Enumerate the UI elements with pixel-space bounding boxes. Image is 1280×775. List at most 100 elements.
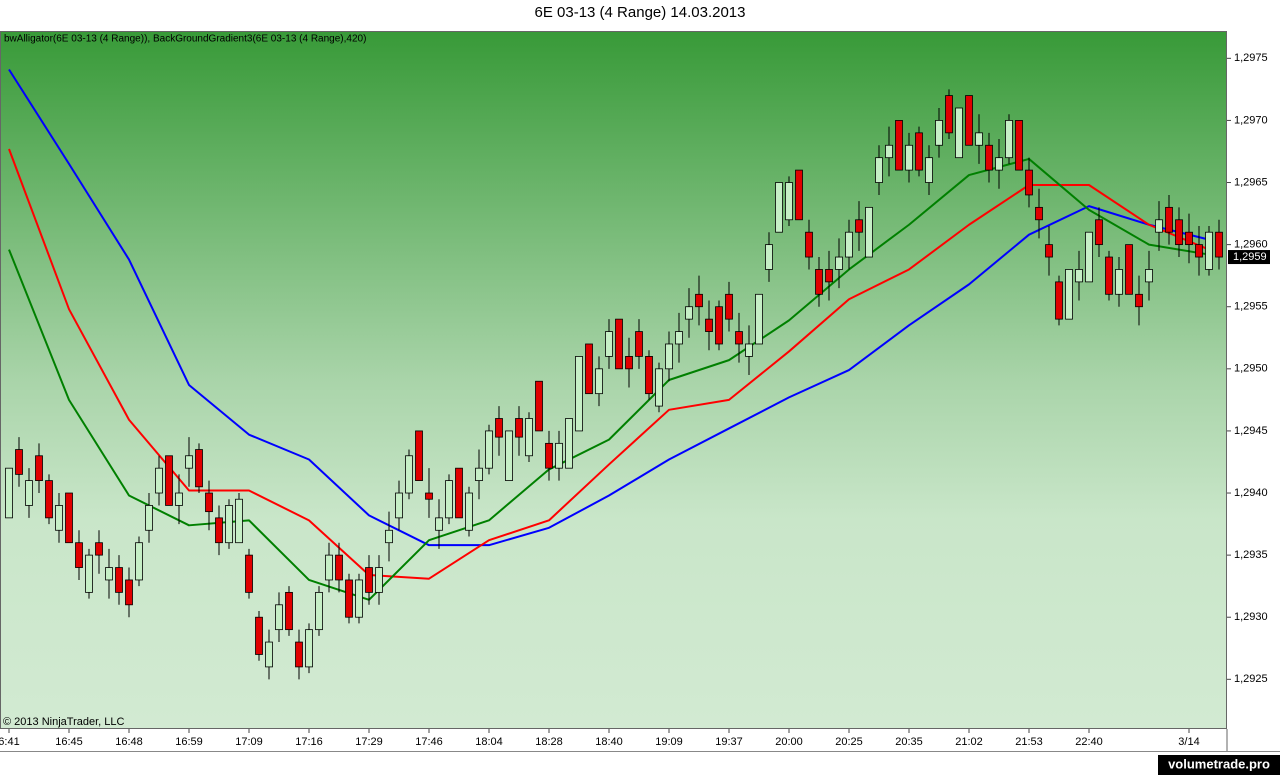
y-tick-label: 1,2950 [1234,363,1268,375]
candle-body [565,418,573,469]
candle-body [945,95,953,134]
candle-body [1055,281,1063,320]
candle-body [1175,219,1183,246]
candle-body [665,343,673,370]
candle-body [995,157,1003,171]
candle-body [465,492,473,531]
candle-body [765,244,773,270]
candle-body [1115,269,1123,295]
candle-body [115,567,123,593]
candle-body [1165,206,1173,233]
candle-body [585,343,593,395]
candle-body [25,480,33,506]
candle-body [195,449,203,488]
candle-body [825,269,833,283]
candle-body [795,169,803,221]
candle-body [325,554,333,581]
x-tick-label: 3/14 [1178,736,1199,748]
candle-body [365,567,373,593]
candle-body [895,120,903,171]
plot-layer [5,68,1223,680]
candle-body [15,449,23,475]
candle-body [1105,256,1113,295]
candle-body [105,567,113,581]
candle-body [215,517,223,544]
candle-body [275,604,283,631]
candle-body [635,331,643,357]
candle-body [335,554,343,581]
candle-body [265,641,273,668]
candle-body [955,107,963,159]
y-tick-label: 1,2940 [1234,487,1268,499]
candle-body [245,554,253,593]
candle-body [455,467,463,519]
candle-body [305,629,313,668]
y-tick-label: 1,2975 [1234,52,1268,64]
x-tick-label: 20:00 [775,736,803,748]
candle-body [1125,244,1133,295]
candle-body [925,157,933,183]
candle-body [5,467,13,519]
x-tick-label: 17:29 [355,736,383,748]
watermark: volumetrade.pro [1168,756,1270,771]
candle-body [1075,269,1083,283]
candle-body [1205,231,1213,270]
candle-body [155,467,163,494]
candle-body [415,430,423,482]
x-tick-label: 16:45 [55,736,83,748]
x-tick-label: 17:16 [295,736,323,748]
candle-body [75,542,83,568]
candle-body [1185,231,1193,246]
x-tick-label: 17:09 [235,736,263,748]
y-tick-label: 1,2935 [1234,549,1268,561]
candle-body [235,498,243,544]
candle-body [555,442,563,469]
candle-body [385,529,393,544]
x-tick-label: 18:40 [595,736,623,748]
candle-body [1215,231,1223,258]
candle-body [45,480,53,519]
candle-body [395,492,403,519]
x-tick-label: 19:37 [715,736,743,748]
candle-body [525,418,533,457]
candle-body [485,430,493,469]
x-tick-label: 22:40 [1075,736,1103,748]
candle-body [775,182,783,233]
x-tick-label: 18:28 [535,736,563,748]
copyright: © 2013 NinjaTrader, LLC [3,716,124,728]
x-tick-label: 21:53 [1015,736,1043,748]
candle-body [755,293,763,345]
candle-body [545,442,553,469]
y-tick-label: 1,2965 [1234,176,1268,188]
y-tick-label: 1,2930 [1234,611,1268,623]
x-tick-label: 20:35 [895,736,923,748]
candle-body [725,293,733,320]
candle-body [1035,206,1043,221]
candle-body [125,579,133,606]
candle-body [1045,244,1053,258]
indicator-label: bwAlligator(6E 03-13 (4 Range)), BackGro… [4,34,366,45]
axes-layer: 1,2925 1,2930 1,2935 1,2940 1,2945 1,2950 1,29… [0,52,1270,748]
candle-body [1095,219,1103,246]
y-tick-label: 1,2945 [1234,425,1268,437]
candle-body [575,356,583,432]
candle-body [175,492,183,506]
candle-body [205,492,213,513]
candle-body [785,182,793,221]
y-tick-label: 1,2925 [1234,673,1268,685]
candle-body [495,418,503,438]
candle-body [405,455,413,494]
candle-body [935,120,943,146]
candle-body [345,579,353,618]
y-tick-label: 1,2955 [1234,301,1268,313]
candle-body [695,293,703,308]
x-tick-label: 19:09 [655,736,683,748]
price-marker-label: 1,2959 [1233,251,1267,263]
candle-body [595,368,603,395]
candle-body [515,418,523,438]
candle-body [505,430,513,482]
plot-area [0,31,1227,729]
x-tick-label: 6:41 [0,736,20,748]
candle-body [95,542,103,556]
candle-body [675,331,683,345]
